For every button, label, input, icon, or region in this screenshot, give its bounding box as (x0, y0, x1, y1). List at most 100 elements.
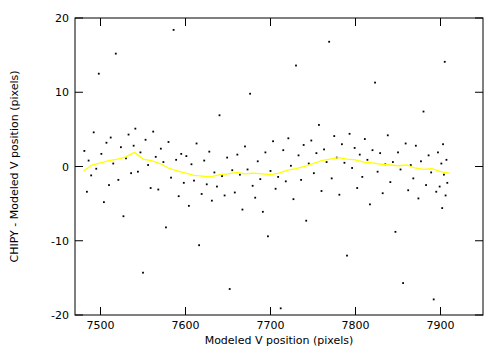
point (147, 164, 149, 166)
point (254, 197, 256, 199)
point (188, 205, 190, 207)
point (193, 180, 195, 182)
point (423, 111, 425, 113)
x-tick-label: 7600 (172, 319, 200, 332)
y-axis-label: CHIPY - Modeled V position (pixels) (8, 71, 21, 263)
point (344, 162, 346, 164)
y-tick (75, 18, 83, 19)
point (282, 149, 284, 151)
y-tick-right (475, 18, 483, 19)
point (379, 152, 381, 154)
x-tick-top (440, 18, 441, 26)
point (112, 163, 114, 165)
point (405, 143, 407, 145)
point (280, 307, 282, 309)
point (86, 191, 88, 193)
x-tick-top (100, 18, 101, 26)
point (446, 159, 448, 161)
y-tick-label: 10 (55, 86, 69, 99)
point (191, 163, 193, 165)
point (221, 175, 223, 177)
point (277, 176, 279, 178)
x-tick-top (270, 18, 271, 26)
point (120, 146, 122, 148)
point (400, 169, 402, 171)
y-tick (75, 166, 83, 167)
point (290, 165, 292, 167)
axes: 75007600770078007900-20-1001020 (51, 12, 483, 332)
point (382, 192, 384, 194)
point (321, 190, 323, 192)
point (249, 93, 251, 95)
point (445, 195, 447, 197)
point (270, 170, 272, 172)
point (341, 143, 343, 145)
point (175, 159, 177, 161)
point (98, 73, 100, 75)
y-tick-right (475, 315, 483, 316)
point (364, 138, 366, 140)
point (137, 171, 139, 173)
point (415, 145, 417, 147)
point (142, 272, 144, 274)
point (295, 65, 297, 67)
point (106, 142, 108, 144)
point (180, 153, 182, 155)
point (293, 198, 295, 200)
point (88, 160, 90, 162)
point (103, 201, 105, 203)
point (108, 184, 110, 186)
point (259, 178, 261, 180)
point (168, 141, 170, 143)
point (216, 186, 218, 188)
point (372, 149, 374, 151)
point (275, 188, 277, 190)
point (100, 153, 102, 155)
y-tick-right (475, 240, 483, 241)
point (387, 134, 389, 136)
point (354, 147, 356, 149)
point (430, 172, 432, 174)
background (0, 0, 499, 359)
point (201, 193, 203, 195)
x-tick-top (355, 18, 356, 26)
point (285, 180, 287, 182)
point (444, 61, 446, 63)
point (239, 174, 241, 176)
point (128, 134, 130, 136)
point (163, 161, 165, 163)
point (265, 151, 267, 153)
point (440, 163, 442, 165)
point (208, 151, 210, 153)
point (262, 211, 264, 213)
point (231, 169, 233, 171)
point (83, 150, 85, 152)
point (170, 177, 172, 179)
point (133, 145, 135, 147)
point (412, 177, 414, 179)
point (310, 140, 312, 142)
x-tick (270, 307, 271, 315)
y-tick-label: -20 (51, 309, 69, 322)
x-tick (100, 307, 101, 315)
point (117, 179, 119, 181)
x-tick-top (185, 18, 186, 26)
point (389, 181, 391, 183)
point (150, 187, 152, 189)
point (316, 152, 318, 154)
frame (75, 18, 483, 315)
point (185, 155, 187, 157)
point (437, 151, 439, 153)
point (110, 137, 112, 139)
x-tick-label: 7500 (87, 319, 115, 332)
point (359, 154, 361, 156)
point (203, 160, 205, 162)
chart: 75007600770078007900-20-1001020Modeled V… (0, 0, 499, 359)
point (287, 137, 289, 139)
point (441, 207, 443, 209)
y-tick-label: -10 (51, 235, 69, 248)
point (173, 29, 175, 31)
x-axis-label: Modeled V position (pixels) (205, 334, 354, 347)
point (305, 220, 307, 222)
point (257, 160, 259, 162)
